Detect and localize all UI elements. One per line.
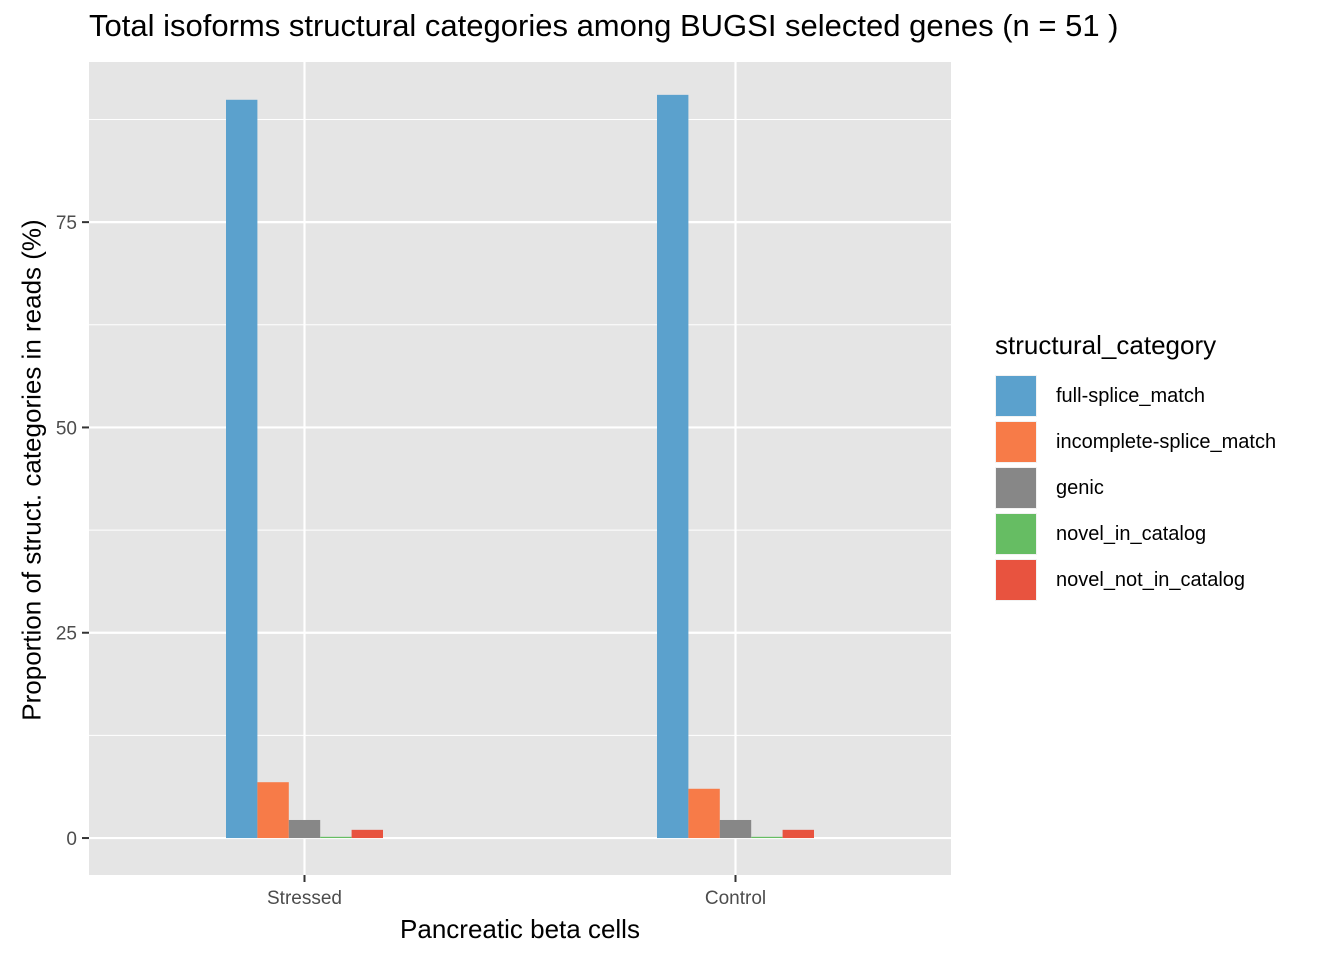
legend-label: novel_not_in_catalog	[1056, 568, 1246, 591]
y-tick-label: 25	[56, 624, 77, 645]
legend-title: structural_category	[995, 330, 1217, 360]
y-tick-label: 50	[56, 418, 77, 439]
x-tick-label: Control	[705, 888, 766, 909]
bar-novel-not-in-catalog	[782, 829, 814, 839]
bar-incomplete-splice-match	[688, 788, 720, 839]
legend-item: genic	[995, 465, 1276, 511]
legend-swatch	[996, 468, 1036, 508]
legend-items: full-splice_match incomplete-splice_match…	[995, 373, 1276, 603]
legend-key	[995, 467, 1037, 509]
legend-swatch	[996, 376, 1036, 416]
plot-panel	[89, 62, 951, 875]
y-axis-label: Proportion of struct. categories in read…	[16, 219, 47, 721]
bar-genic	[719, 819, 752, 839]
x-axis-label: Pancreatic beta cells	[400, 914, 640, 944]
legend-item: novel_in_catalog	[995, 511, 1276, 557]
legend-swatch	[996, 560, 1036, 600]
legend-label: genic	[1056, 476, 1104, 499]
legend-swatch	[996, 514, 1036, 554]
chart-title: Total isoforms structural categories amo…	[89, 8, 1119, 43]
legend-item: novel_not_in_catalog	[995, 557, 1276, 603]
legend-item: full-splice_match	[995, 373, 1276, 419]
y-tick-label: 0	[66, 829, 77, 850]
x-tick-label: Stressed	[267, 888, 342, 909]
legend-label: full-splice_match	[1056, 384, 1205, 407]
bar-full-splice-match	[226, 99, 258, 839]
legend-label: incomplete-splice_match	[1056, 430, 1277, 453]
bar-genic	[288, 819, 321, 839]
legend-key	[995, 421, 1037, 463]
bar-full-splice-match	[657, 94, 689, 839]
legend-label: novel_in_catalog	[1056, 522, 1207, 545]
bar-novel-in-catalog	[320, 836, 352, 839]
y-tick-label: 75	[56, 213, 77, 234]
legend-key	[995, 513, 1037, 555]
legend-item: incomplete-splice_match	[995, 419, 1276, 465]
bar-novel-not-in-catalog	[351, 829, 383, 839]
bar-novel-in-catalog	[751, 836, 783, 839]
legend-swatch	[996, 422, 1036, 462]
legend-key	[995, 559, 1037, 601]
bar-incomplete-splice-match	[257, 782, 289, 839]
legend-key	[995, 375, 1037, 417]
